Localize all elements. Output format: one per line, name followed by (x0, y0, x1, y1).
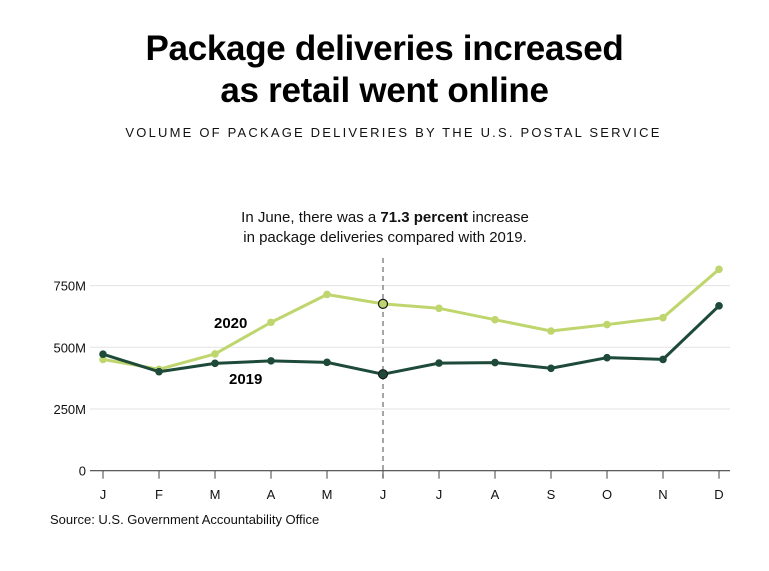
chart-title: Package deliveries increased as retail we… (0, 28, 769, 112)
data-point-2019 (99, 350, 107, 359)
x-tick-label: J (436, 487, 443, 502)
data-point-2020 (659, 313, 667, 322)
data-point-2020 (267, 318, 275, 327)
annotation-text: In June, there was a (241, 209, 381, 226)
x-tick-label: J (100, 487, 107, 502)
data-point-2019 (435, 359, 443, 367)
data-point-2020 (491, 315, 499, 324)
y-tick-label: 250M (53, 402, 86, 417)
annotation-highlight: 71.3 percent (380, 209, 468, 226)
y-tick-label: 750M (53, 279, 86, 294)
y-tick-label: 500M (53, 340, 86, 355)
x-tick-label: S (547, 487, 556, 502)
data-point-2019 (377, 369, 389, 380)
x-tick-label: O (602, 487, 612, 502)
annotation-text: increase (467, 209, 529, 226)
data-point-2020 (435, 304, 443, 313)
data-point-2019 (715, 302, 723, 310)
chart-subtitle: VOLUME OF PACKAGE DELIVERIES BY THE U.S.… (125, 125, 662, 140)
x-tick-label: N (658, 487, 667, 502)
y-tick-label: 0 (79, 464, 86, 479)
data-point-2020 (323, 290, 331, 299)
data-point-2019 (491, 358, 499, 367)
annotation-text: in package deliveries compared with 2019… (243, 229, 527, 246)
data-point-2019 (267, 357, 275, 365)
data-point-2019 (547, 364, 555, 373)
data-point-2019 (323, 358, 331, 367)
data-point-2019 (659, 355, 667, 364)
x-tick-label: A (267, 487, 276, 502)
june-annotation: In June, there was a 71.3 percent increa… (180, 208, 590, 248)
x-tick-label: J (380, 487, 387, 502)
data-point-2020 (603, 320, 611, 329)
series-line-2020 (102, 268, 720, 371)
data-point-2020 (715, 265, 723, 274)
title-line-1: Package deliveries increased (145, 29, 624, 68)
x-tick-label: D (714, 487, 723, 502)
series-label-2020: 2020 (214, 315, 247, 332)
x-tick-label: F (155, 487, 163, 502)
series-line-2019 (102, 304, 721, 376)
title-line-2: as retail went online (220, 71, 549, 110)
data-point-2019 (155, 367, 163, 376)
x-tick-label: M (322, 487, 333, 502)
source-note: Source: U.S. Government Accountability O… (50, 512, 320, 527)
x-tick-label: M (210, 487, 221, 502)
data-point-2020 (547, 327, 555, 335)
series-label-2019: 2019 (229, 371, 262, 388)
x-tick-label: A (491, 487, 500, 502)
data-point-2019 (211, 359, 219, 368)
data-point-2019 (603, 353, 611, 362)
data-point-2020 (211, 350, 219, 358)
data-point-2020 (377, 298, 389, 309)
